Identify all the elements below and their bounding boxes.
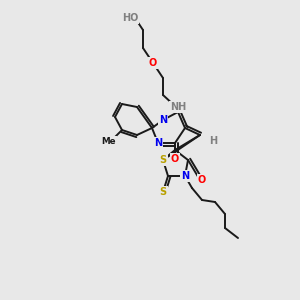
Text: N: N: [159, 115, 167, 125]
Text: S: S: [159, 155, 167, 165]
Text: O: O: [198, 175, 206, 185]
Text: Me: Me: [102, 137, 116, 146]
Text: O: O: [171, 154, 179, 164]
Text: O: O: [149, 58, 157, 68]
Text: H: H: [209, 136, 217, 146]
Text: HO: HO: [122, 13, 138, 23]
Text: S: S: [159, 187, 167, 197]
Text: N: N: [181, 171, 189, 181]
Text: NH: NH: [170, 102, 186, 112]
Text: N: N: [154, 138, 162, 148]
